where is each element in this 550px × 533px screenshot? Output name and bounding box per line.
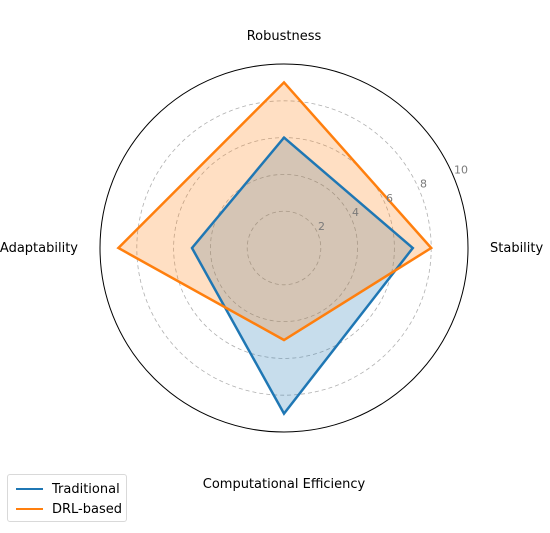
radial-tick-label-4: 4 <box>352 206 359 219</box>
axis-label-computational-efficiency: Computational Efficiency <box>203 477 366 492</box>
radial-tick-labels: 2 4 6 8 10 <box>318 164 468 233</box>
legend-swatch-traditional <box>16 488 43 490</box>
legend-swatch-drl-based <box>16 508 43 510</box>
series-line-drl-based <box>116 80 434 342</box>
axis-label-stability: Stability <box>490 241 544 256</box>
series-line-traditional <box>190 135 415 416</box>
grid-circle-4 <box>209 173 358 322</box>
legend-item-drl-based: DRL-based <box>16 500 122 518</box>
legend: Traditional DRL-based <box>7 474 127 522</box>
axis-labels: Robustness Stability Computational Efficie… <box>0 29 544 492</box>
legend-label-traditional: Traditional <box>52 481 120 497</box>
grid-circle-2 <box>246 210 322 286</box>
axis-label-robustness: Robustness <box>247 29 322 44</box>
series-layer <box>116 80 434 416</box>
axis-label-adaptability: Adaptability <box>0 241 78 256</box>
radial-tick-label-2: 2 <box>318 220 325 233</box>
legend-item-traditional: Traditional <box>16 480 120 498</box>
radial-tick-label-10: 10 <box>454 164 468 177</box>
outer-frame-circle <box>99 63 469 433</box>
legend-label-drl-based: DRL-based <box>52 501 122 517</box>
series-area-drl-based <box>118 82 432 341</box>
radial-tick-label-8: 8 <box>420 178 427 191</box>
radial-tick-label-6: 6 <box>386 192 393 205</box>
series-area-traditional <box>192 137 413 414</box>
